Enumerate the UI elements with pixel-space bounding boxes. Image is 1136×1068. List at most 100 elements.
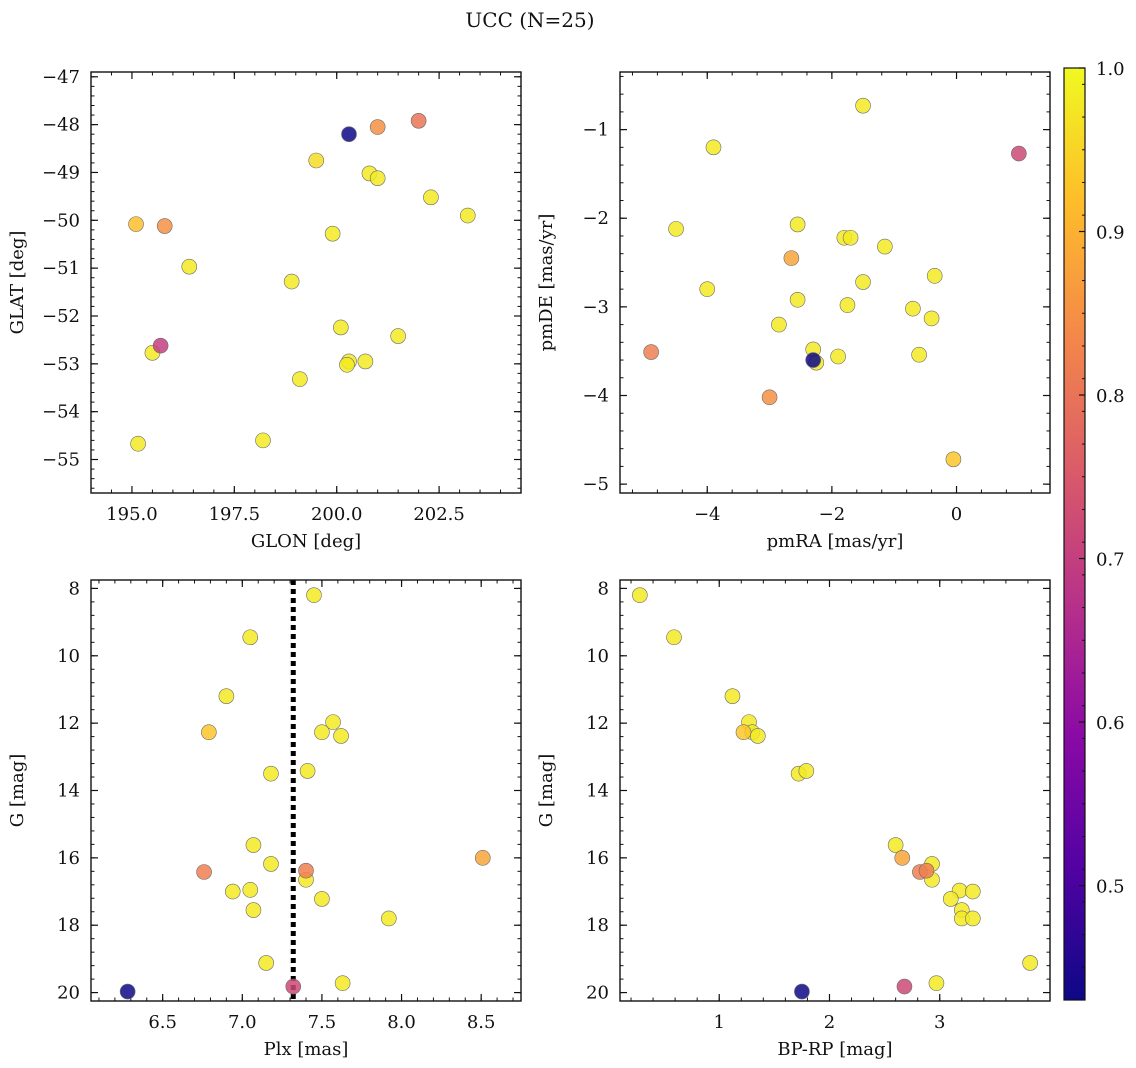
- data-point: [245, 837, 262, 853]
- data-point: [410, 112, 427, 129]
- axes-frame: [619, 579, 1051, 1002]
- y-tick-label: 14: [57, 781, 80, 802]
- x-tick-label: −2: [819, 504, 846, 525]
- data-point: [830, 348, 846, 365]
- parallax-panel: 6.5 7.0 7.5 8.0 8.5 8 10 12 14 16 18 20 Plx [mas] G […: [7, 578, 522, 1060]
- y-tick-label: 20: [586, 983, 609, 1004]
- x-tick-label: 195.0: [106, 504, 158, 525]
- data-point: [918, 862, 935, 879]
- data-point: [668, 221, 684, 237]
- y-tick-label: −48: [42, 115, 80, 136]
- data-point: [699, 281, 716, 297]
- data-point: [877, 238, 893, 255]
- data-point: [283, 273, 300, 290]
- y-tick-label: −4: [582, 386, 609, 407]
- y-tick-label: −49: [42, 162, 80, 183]
- figure-title: UCC (N=25): [465, 8, 594, 32]
- y-tick-label: −51: [42, 258, 80, 279]
- data-point: [926, 268, 943, 284]
- data-point: [855, 274, 871, 290]
- x-tick-label: 8.0: [387, 1012, 416, 1033]
- data-point: [1022, 955, 1038, 971]
- data-point: [369, 119, 386, 135]
- y-tick-label: 18: [57, 915, 80, 936]
- x-tick-label: 3: [934, 1012, 945, 1033]
- data-point: [369, 170, 386, 187]
- data-point: [255, 432, 271, 449]
- data-point: [794, 983, 810, 1000]
- data-point: [923, 310, 940, 327]
- data-point: [306, 587, 322, 603]
- data-point: [965, 883, 981, 900]
- data-point: [839, 297, 856, 313]
- data-point: [805, 352, 821, 368]
- y-axis-label: G [mag]: [7, 754, 28, 827]
- data-point: [928, 975, 945, 991]
- data-point: [724, 688, 741, 704]
- data-point: [789, 216, 806, 233]
- axis-ticks: [91, 580, 521, 1001]
- data-point: [314, 724, 330, 741]
- data-point: [218, 688, 235, 704]
- axes-frame: [619, 71, 1051, 494]
- x-axis-label: BP-RP [mag]: [777, 1039, 892, 1060]
- axis-ticks: [620, 72, 1050, 493]
- data-point: [333, 728, 349, 744]
- y-tick-label: −2: [582, 208, 609, 229]
- axis-ticks: [620, 580, 1051, 1001]
- y-tick-label: 16: [57, 848, 80, 869]
- data-point: [196, 864, 212, 880]
- data-point: [842, 229, 859, 246]
- data-point: [263, 856, 279, 872]
- colorbar-tick-label: 0.5: [1096, 877, 1125, 898]
- data-point: [333, 319, 349, 336]
- data-point: [789, 291, 806, 308]
- data-point: [643, 344, 659, 360]
- x-axis-label: pmRA [mas/yr]: [767, 531, 904, 552]
- x-tick-label: 202.5: [413, 504, 465, 525]
- x-tick-label: 7.0: [228, 1012, 257, 1033]
- data-point: [855, 97, 871, 114]
- data-point: [771, 316, 787, 333]
- y-tick-label: −3: [582, 297, 609, 318]
- data-point: [750, 728, 766, 744]
- data-point: [705, 139, 722, 156]
- colorbar: 0.5 0.6 0.7 0.8 0.9 1.0: [1063, 59, 1125, 1001]
- y-tick-label: 16: [586, 848, 609, 869]
- data-point: [308, 152, 325, 169]
- sky-panel: 195.0 197.5 200.0 202.5 −47 −48 −49 −50 −51 −52 −5…: [7, 67, 522, 552]
- data-point: [325, 714, 341, 730]
- data-point: [298, 862, 314, 879]
- y-tick-label: −52: [42, 306, 80, 327]
- y-tick-label: −50: [42, 210, 80, 231]
- data-point: [156, 218, 173, 234]
- data-point: [381, 910, 397, 927]
- data-point: [474, 850, 491, 866]
- y-tick-label: 14: [586, 781, 609, 802]
- data-point: [905, 300, 921, 317]
- data-point: [334, 975, 351, 991]
- x-tick-label: 7.5: [308, 1012, 337, 1033]
- data-point: [242, 629, 259, 646]
- y-tick-label: −55: [42, 450, 80, 471]
- data-point: [341, 126, 357, 142]
- data-point: [299, 763, 316, 779]
- y-tick-label: −1: [582, 120, 609, 141]
- data-point: [423, 189, 439, 206]
- y-tick-label: 18: [586, 915, 609, 936]
- x-tick-label: 2: [824, 1012, 835, 1033]
- y-tick-label: 12: [586, 713, 609, 734]
- data-point: [324, 225, 341, 242]
- data-point: [896, 978, 913, 995]
- colorbar-gradient: [1063, 67, 1086, 1001]
- data-point: [357, 353, 374, 370]
- data-point: [128, 216, 144, 232]
- data-point: [942, 891, 959, 907]
- data-point: [632, 587, 648, 603]
- data-point: [242, 882, 259, 898]
- y-tick-label: 12: [57, 713, 80, 734]
- data-point: [945, 451, 962, 468]
- y-tick-label: −53: [42, 354, 80, 375]
